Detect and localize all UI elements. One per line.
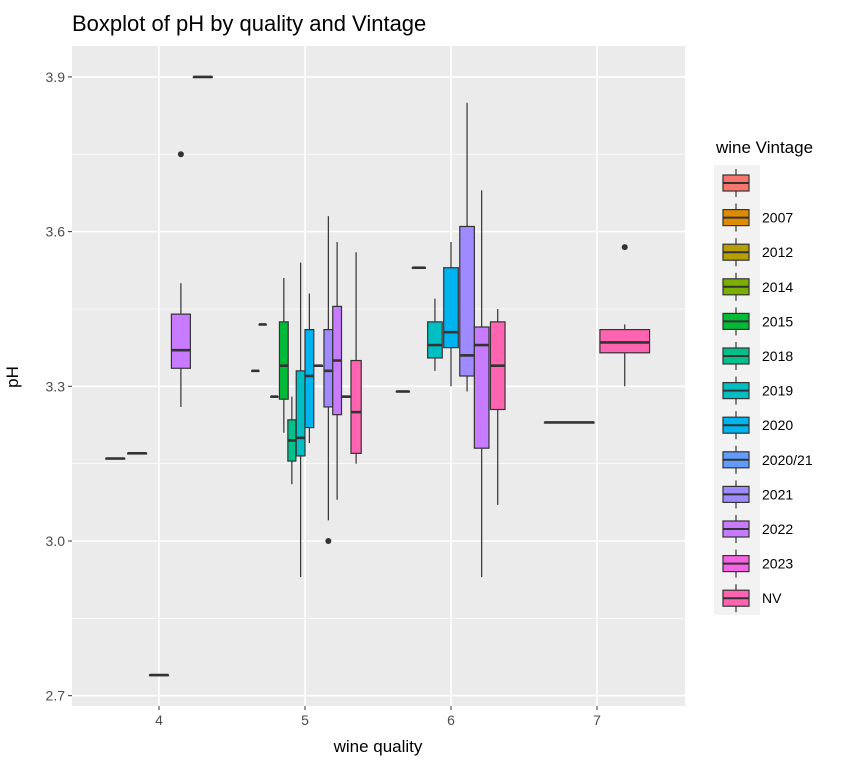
y-tick-label: 3.6 [46, 224, 66, 240]
outlier-point [177, 151, 184, 158]
legend-label: 2021 [762, 486, 793, 502]
legend-label: 2023 [762, 556, 793, 572]
legend-item [722, 169, 750, 197]
x-tick-label: 4 [155, 712, 163, 728]
legend-item: 2018 [722, 342, 793, 370]
box-6-2022 [473, 190, 490, 578]
axis-layer: 2.7 3.0 3.3 3.6 3.9 4 5 6 7 [46, 69, 602, 728]
box-6-2007 [411, 266, 427, 270]
grid-lines [72, 46, 685, 706]
legend-label: 2015 [762, 313, 793, 329]
box-6-NV [489, 308, 506, 505]
box-6-blank [395, 390, 410, 393]
legend-label: 2020/21 [762, 452, 813, 468]
y-axis-title: pH [3, 366, 22, 388]
legend-item: 2020 [722, 411, 793, 440]
y-tick-label: 3.9 [46, 69, 66, 85]
box-6-2019 [427, 298, 443, 371]
box-body [323, 328, 334, 408]
box-5-2022 [332, 241, 343, 500]
box-body [170, 313, 191, 369]
legend-label: 2022 [762, 521, 793, 537]
legend-item: 2012 [722, 238, 793, 267]
legend-item: 2021 [722, 480, 793, 509]
box-7-NV [599, 244, 651, 387]
plot-panel [72, 46, 685, 706]
box-5-2014 [270, 395, 279, 398]
legend-item: 2022 [722, 515, 793, 543]
box-4-2022 [170, 151, 191, 407]
legend-label: 2012 [762, 244, 793, 260]
box-body [295, 370, 306, 457]
box-body [427, 321, 443, 359]
box-5-NV [350, 252, 362, 464]
box-4-2012 [148, 673, 170, 677]
legend-label: 2020 [762, 417, 793, 433]
chart-title: Boxplot of pH by quality and Vintage [72, 11, 426, 36]
outlier-point [621, 244, 628, 251]
box-body [278, 321, 289, 400]
legend-item: 2020/21 [722, 445, 813, 474]
legend-item: 2007 [722, 203, 793, 232]
x-tick-label: 7 [593, 712, 601, 728]
x-axis-title: wine quality [333, 737, 423, 756]
legend-item: 2015 [722, 307, 793, 336]
legend-title: wine Vintage [715, 138, 813, 157]
legend-label: 2019 [762, 383, 793, 399]
outlier-point [325, 538, 332, 544]
legend-items: 2007 2012 2014 2015 2018 2019 2020 2020/21 2021 2… [722, 169, 813, 613]
legend-label: 2018 [762, 348, 793, 364]
legend: wine Vintage 2007 2012 2014 2015 2018 2019 202… [714, 138, 813, 615]
box-6-2020 [443, 241, 459, 387]
box-6-2021 [459, 102, 475, 392]
legend-label: NV [762, 590, 782, 606]
x-tick-label: 5 [301, 712, 309, 728]
box-5-2020-21 [313, 364, 324, 367]
legend-item: NV [722, 584, 782, 613]
box-layer [105, 75, 651, 677]
box-5-2020 [304, 293, 315, 444]
box-4-2023 [192, 75, 213, 79]
box-body [443, 267, 459, 349]
box-5-blank [251, 369, 260, 373]
box-5-2007 [258, 323, 267, 326]
y-tick-label: 3.3 [46, 378, 66, 394]
box-5-2023 [340, 395, 351, 398]
box-body [473, 326, 490, 449]
legend-label: 2014 [762, 279, 793, 295]
box-4-blank [105, 457, 126, 460]
box-5-2015 [278, 278, 289, 433]
legend-item: 2023 [722, 549, 793, 578]
legend-item: 2019 [722, 376, 793, 405]
box-4-2007 [127, 452, 148, 455]
y-tick-label: 3.0 [46, 533, 66, 549]
y-tick-label: 2.7 [46, 688, 66, 704]
legend-item: 2014 [722, 272, 793, 301]
box-body [304, 328, 315, 429]
box-7-blank [543, 421, 595, 424]
x-tick-label: 6 [447, 712, 455, 728]
legend-label: 2007 [762, 210, 793, 226]
box-body [350, 359, 362, 454]
box-body [459, 225, 475, 377]
